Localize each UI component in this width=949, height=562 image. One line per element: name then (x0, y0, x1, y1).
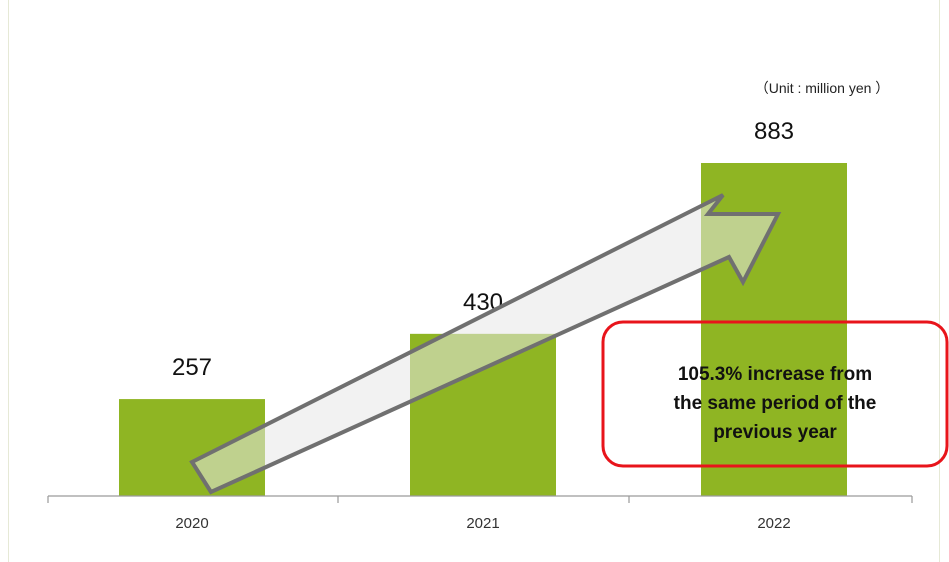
value-label-2020: 257 (172, 354, 212, 381)
value-label-2022: 883 (754, 118, 794, 145)
x-tick-label-2021: 2021 (466, 515, 499, 532)
growth-arrow (189, 193, 782, 495)
callout-line-1: 105.3% increase from (678, 364, 872, 385)
chart-frame (8, 0, 940, 562)
bars-layer (119, 163, 847, 496)
callout-line-3: previous year (713, 422, 837, 443)
x-ticks-layer: 2020 2021 2022 (47, 496, 913, 532)
x-tick-label-2020: 2020 (175, 515, 208, 532)
x-tick-label-2022: 2022 (757, 515, 790, 532)
unit-note: （Unit : million yen ） (755, 80, 890, 96)
callout-line-2: the same period of the (674, 393, 877, 414)
callout-box (601, 320, 949, 468)
